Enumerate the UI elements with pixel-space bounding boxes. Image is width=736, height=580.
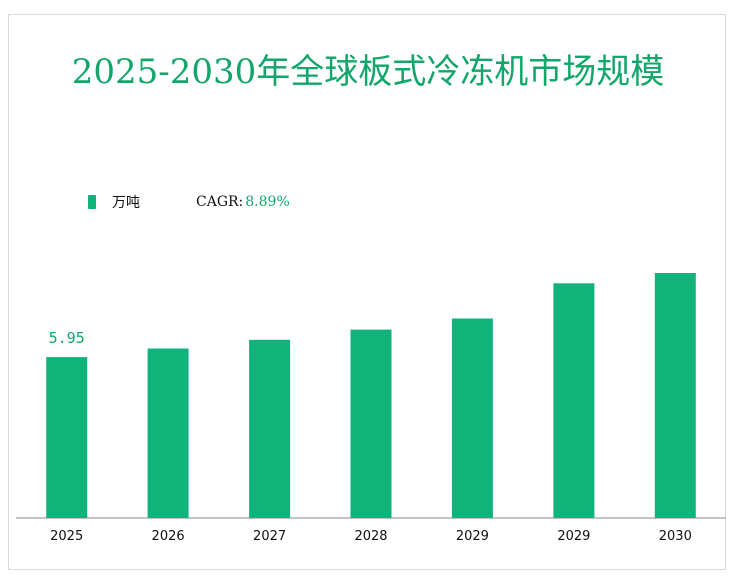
bar-2025: [46, 357, 88, 518]
chart-title: 2025-2030年全球板式冷冻机市场规模: [71, 52, 665, 92]
legend-label: 万吨: [112, 195, 140, 211]
cagr-label: CAGR:: [196, 194, 244, 210]
x-tick-label: 2027: [253, 529, 286, 544]
bar-2029: [451, 318, 493, 518]
bar-2029: [553, 283, 595, 518]
bar-2026: [147, 348, 189, 518]
legend: 万吨 CAGR: 8.89%: [88, 192, 290, 212]
cagr-value: 8.89%: [245, 194, 290, 210]
x-tick-label: 2025: [50, 529, 83, 544]
bar-2027: [249, 339, 291, 518]
x-tick-label: 2029: [456, 529, 489, 544]
data-label: 5.95: [49, 329, 85, 347]
x-tick-label: 2026: [152, 529, 185, 544]
bar-2030: [654, 273, 696, 518]
legend-swatch: [88, 195, 96, 209]
x-tick-label: 2029: [557, 529, 590, 544]
x-tick-label: 2028: [354, 529, 387, 544]
x-tick-label: 2030: [659, 529, 692, 544]
bar-2028: [350, 329, 392, 518]
